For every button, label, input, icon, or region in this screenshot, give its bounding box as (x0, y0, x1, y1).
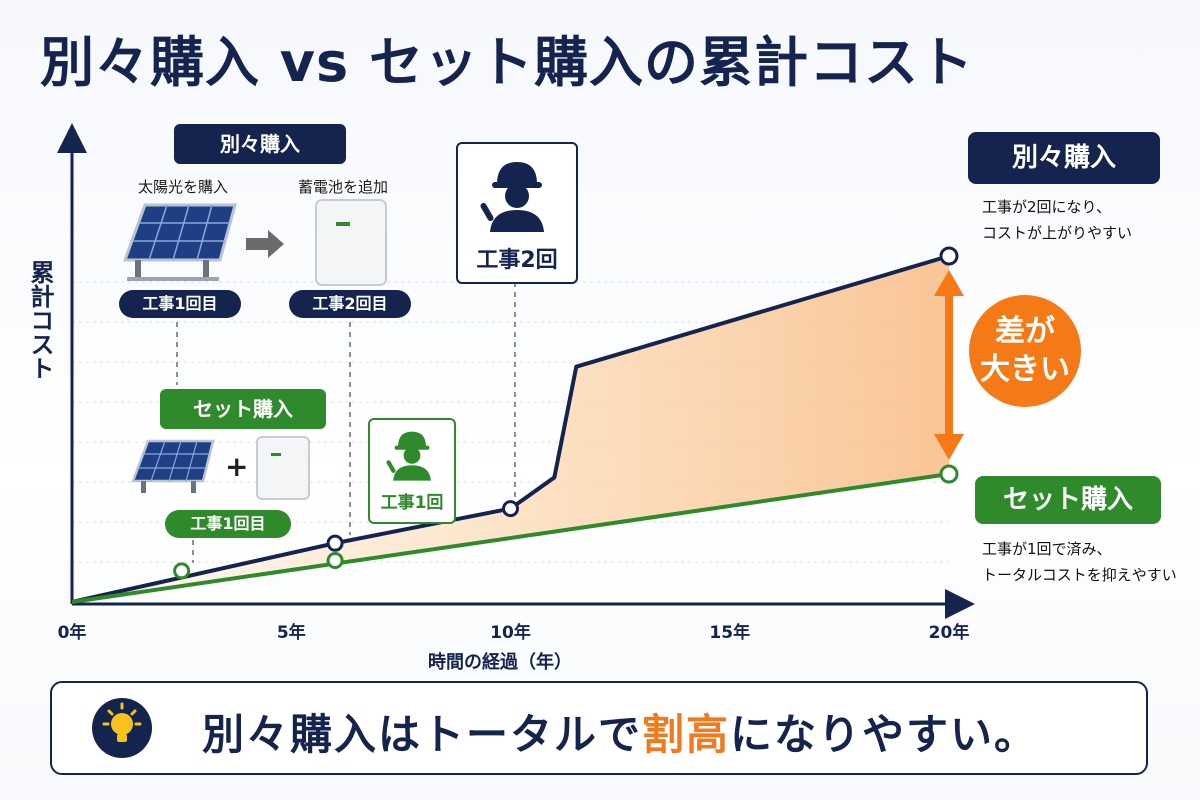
work2-badge: 工事2回目 (289, 290, 411, 318)
summary-box: 別々購入はトータルで割高になりやすい。 (50, 681, 1148, 775)
separate-marker (326, 534, 344, 552)
x-tick-label: 20年 (929, 622, 970, 643)
battery-icon (315, 199, 387, 286)
work-twice-callout: 工事2回 (456, 142, 578, 284)
set-marker (939, 464, 959, 484)
separate-series-line (71, 254, 950, 604)
x-tick-label: 10年 (490, 622, 531, 643)
x-tick-label: 15年 (709, 622, 750, 643)
set-marker (326, 551, 344, 569)
plus-sign: + (225, 450, 249, 483)
set-note: 工事が1回で済み、 トータルコストを抑えやすい (982, 536, 1177, 588)
summary-after: になりやすい。 (730, 710, 1039, 759)
difference-area (72, 256, 949, 602)
event-dashed-lines (176, 282, 516, 563)
separate-note: 工事が2回になり、 コストが上がりやすい (982, 194, 1132, 246)
summary-before: 別々購入はトータルで (202, 710, 643, 759)
set-purchase-header: セット購入 (160, 389, 326, 429)
summary-message: 別々購入はトータルで割高になりやすい。 (202, 701, 1038, 762)
work-twice-label: 工事2回 (476, 248, 558, 273)
set-note-line2: トータルコストを抑えやすい (982, 566, 1177, 584)
series-markers (173, 246, 959, 580)
set-series-label: セット購入 (975, 476, 1161, 524)
set-battery-icon (256, 436, 310, 500)
separate-purchase-header: 別々購入 (174, 124, 346, 164)
solar-panel-icon (122, 203, 237, 281)
page-title: 別々購入 vs セット購入の累計コスト (40, 31, 974, 94)
right-arrow-icon (246, 230, 284, 258)
separate-marker (502, 500, 519, 518)
work-once-callout: 工事1回 (368, 418, 456, 524)
set-marker (173, 562, 191, 580)
y-axis-label: 累計コスト (26, 260, 54, 380)
battery-caption: 蓄電池を追加 (298, 178, 389, 196)
separate-marker (939, 246, 959, 266)
separate-note-line1: 工事が2回になり、 (982, 198, 1111, 216)
series-lines (71, 254, 950, 604)
worker-icon (386, 431, 431, 481)
x-tick-labels: 0年 5年 10年 15年 20年 (58, 622, 970, 643)
lightbulb-icon (92, 698, 152, 758)
set-series-line (71, 472, 950, 604)
work-once-label: 工事1回 (380, 493, 444, 513)
difference-arrow (934, 270, 964, 460)
separate-series-label: 別々購入 (968, 132, 1160, 184)
work1-badge: 工事1回目 (119, 290, 241, 318)
summary-accent: 割高 (642, 710, 731, 759)
difference-line2: 大きい (980, 352, 1070, 387)
set-work-badge: 工事1回目 (165, 510, 291, 538)
difference-line1: 差が (995, 314, 1055, 349)
separate-note-line2: コストが上がりやすい (982, 224, 1133, 242)
x-tick-label: 5年 (277, 622, 306, 643)
difference-badge: 差が 大きい (969, 295, 1081, 407)
axes (57, 123, 975, 619)
set-note-line1: 工事が1回で済み、 (982, 540, 1112, 558)
x-tick-label: 0年 (58, 622, 87, 643)
set-solar-panel-icon (131, 439, 215, 493)
worker-icon (480, 162, 544, 232)
solar-caption: 太陽光を購入 (138, 178, 229, 196)
x-axis-label: 時間の経過（年） (428, 651, 572, 673)
